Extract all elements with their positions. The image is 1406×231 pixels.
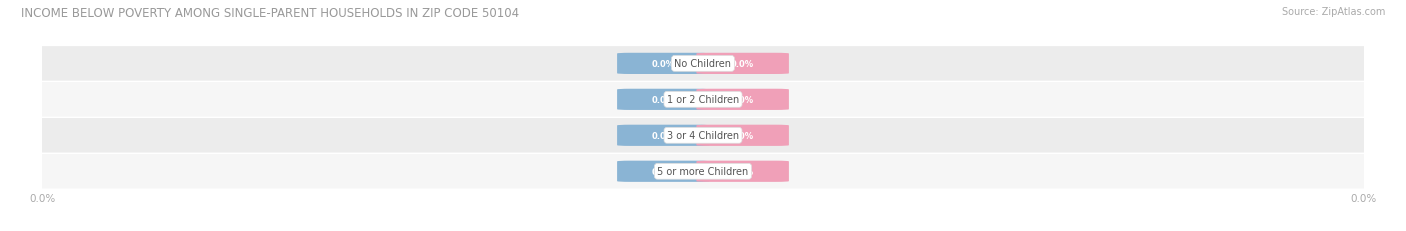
Text: 0.0%: 0.0% [652,60,675,69]
Text: 0.0%: 0.0% [652,167,675,176]
Text: 0.0%: 0.0% [731,60,754,69]
FancyBboxPatch shape [696,89,789,110]
FancyBboxPatch shape [696,54,789,75]
Text: 0.0%: 0.0% [731,167,754,176]
Text: 5 or more Children: 5 or more Children [658,167,748,176]
FancyBboxPatch shape [617,161,710,182]
FancyBboxPatch shape [617,89,710,110]
Text: 3 or 4 Children: 3 or 4 Children [666,131,740,141]
FancyBboxPatch shape [617,54,710,75]
FancyBboxPatch shape [15,47,1391,81]
Text: 0.0%: 0.0% [652,95,675,104]
Text: 1 or 2 Children: 1 or 2 Children [666,95,740,105]
Text: 0.0%: 0.0% [731,95,754,104]
FancyBboxPatch shape [617,125,710,146]
FancyBboxPatch shape [15,119,1391,153]
Text: 0.0%: 0.0% [731,131,754,140]
Text: No Children: No Children [675,59,731,69]
FancyBboxPatch shape [15,154,1391,189]
FancyBboxPatch shape [15,83,1391,117]
FancyBboxPatch shape [696,161,789,182]
Text: Source: ZipAtlas.com: Source: ZipAtlas.com [1281,7,1385,17]
Text: INCOME BELOW POVERTY AMONG SINGLE-PARENT HOUSEHOLDS IN ZIP CODE 50104: INCOME BELOW POVERTY AMONG SINGLE-PARENT… [21,7,519,20]
FancyBboxPatch shape [696,125,789,146]
Text: 0.0%: 0.0% [652,131,675,140]
